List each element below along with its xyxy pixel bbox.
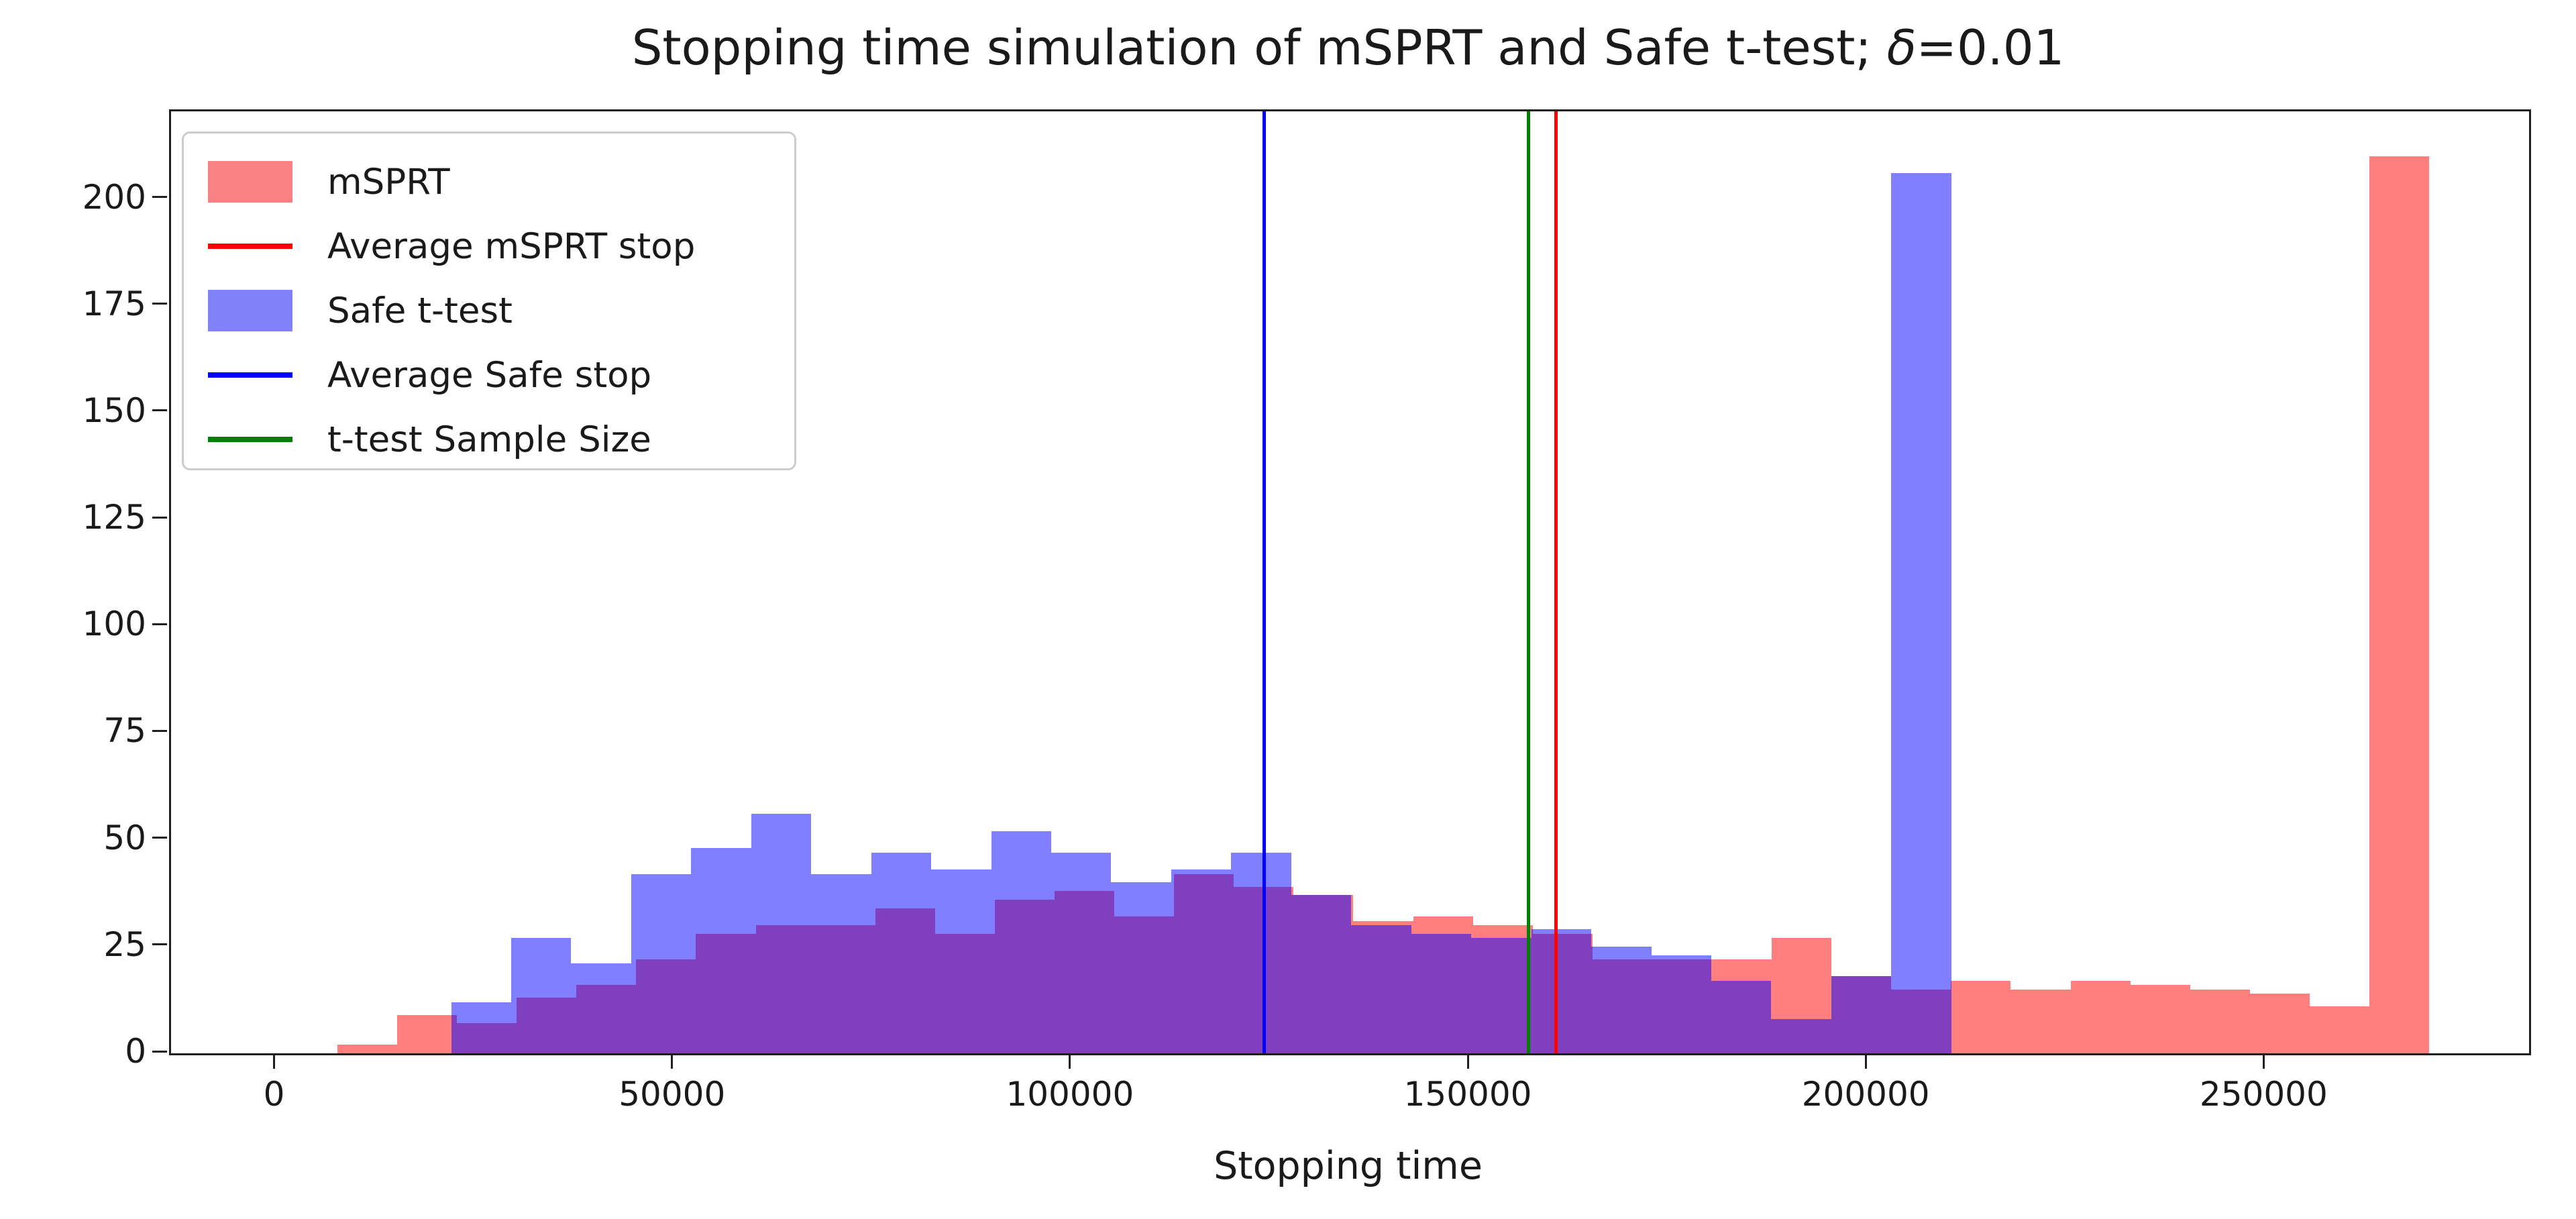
histogram-bars-layer — [171, 111, 2529, 1053]
vline-t-test-sample-size — [1527, 111, 1531, 1053]
legend-swatch-safe-patch — [208, 278, 292, 343]
y-tick-mark — [152, 516, 167, 519]
histogram-bar-safe-t-test — [811, 873, 871, 1053]
y-tick-label: 150 — [82, 390, 146, 430]
y-tick-mark — [152, 303, 167, 305]
legend-swatch-red-line — [208, 214, 292, 278]
histogram-bar-msprt — [397, 1014, 458, 1053]
histogram-bar-safe-t-test — [1051, 852, 1112, 1053]
y-tick-label: 50 — [103, 818, 146, 857]
vline-average-safe-stop — [1263, 111, 1267, 1053]
chart-title-delta: δ — [1886, 19, 1917, 76]
histogram-bar-safe-t-test — [571, 963, 631, 1053]
legend-item-msprt: mSPRT — [208, 150, 794, 214]
histogram-bar-safe-t-test — [991, 831, 1052, 1053]
histogram-bar-safe-t-test — [1831, 976, 1892, 1053]
y-tick-mark — [152, 837, 167, 839]
y-tick-label: 0 — [125, 1032, 146, 1071]
histogram-bar-safe-t-test — [1651, 955, 1711, 1053]
histogram-bar-msprt — [337, 1045, 397, 1053]
legend-label: Average Safe stop — [327, 354, 652, 396]
histogram-bar-safe-t-test — [631, 873, 692, 1053]
histogram-bar-safe-t-test — [1891, 173, 1951, 1053]
histogram-bar-msprt — [2369, 156, 2430, 1053]
histogram-bar-safe-t-test — [1411, 933, 1472, 1053]
x-tick-label: 0 — [263, 1075, 285, 1114]
x-tick-label: 150000 — [1403, 1075, 1532, 1114]
y-tick-label: 75 — [103, 711, 146, 751]
histogram-bar-safe-t-test — [931, 869, 991, 1053]
y-tick-mark — [152, 943, 167, 946]
histogram-bar-safe-t-test — [1231, 852, 1291, 1053]
plot-area: mSPRT Average mSPRT stop Safe t-test Ave… — [169, 109, 2531, 1055]
vertical-lines-layer — [171, 111, 2529, 1053]
legend-swatch-msprt-patch — [208, 150, 292, 214]
histogram-bar-safe-t-test — [511, 938, 572, 1053]
y-tick-label: 200 — [82, 177, 146, 217]
histogram-bar-safe-t-test — [751, 814, 812, 1053]
y-tick-label: 100 — [82, 604, 146, 644]
histogram-bar-msprt — [2070, 980, 2131, 1053]
histogram-bar-safe-t-test — [691, 848, 751, 1053]
histogram-bar-safe-t-test — [1171, 869, 1232, 1053]
y-tick-label: 125 — [82, 498, 146, 537]
x-tick-label: 200000 — [1801, 1075, 1930, 1114]
x-tick-mark — [273, 1054, 276, 1069]
y-tick-label: 25 — [103, 924, 146, 964]
x-tick-mark — [671, 1054, 674, 1069]
histogram-bar-safe-t-test — [1111, 882, 1171, 1053]
histogram-bar-msprt — [2190, 989, 2250, 1053]
legend: mSPRT Average mSPRT stop Safe t-test Ave… — [182, 131, 796, 470]
legend-label: mSPRT — [327, 161, 450, 203]
y-tick-mark — [152, 729, 167, 732]
histogram-bar-msprt — [2130, 985, 2190, 1053]
legend-item-average-safe-stop: Average Safe stop — [208, 343, 794, 407]
x-tick-mark — [1466, 1054, 1469, 1069]
x-tick-mark — [2262, 1054, 2265, 1069]
y-tick-label: 175 — [82, 284, 146, 323]
histogram-bar-safe-t-test — [451, 1002, 511, 1053]
histogram-bar-safe-t-test — [1711, 980, 1772, 1053]
y-tick-mark — [152, 623, 167, 625]
x-tick-label: 100000 — [1006, 1075, 1134, 1114]
chart-title-value: =0.01 — [1916, 19, 2065, 76]
legend-item-safe-t-test: Safe t-test — [208, 278, 794, 343]
chart-title-main: Stopping time simulation of mSPRT and Sa… — [631, 19, 1887, 76]
y-tick-mark — [152, 1050, 167, 1053]
x-tick-mark — [1069, 1054, 1071, 1069]
histogram-bar-msprt — [1951, 980, 2011, 1053]
legend-label: Safe t-test — [327, 290, 513, 331]
y-tick-mark — [152, 196, 167, 199]
histogram-bar-safe-t-test — [1531, 929, 1592, 1053]
histogram-bar-safe-t-test — [871, 852, 932, 1053]
legend-swatch-blue-line — [208, 343, 292, 407]
histogram-bar-msprt — [2010, 989, 2071, 1053]
histogram-bar-safe-t-test — [1471, 938, 1532, 1053]
legend-item-average-msprt-stop: Average mSPRT stop — [208, 214, 794, 278]
x-tick-label: 250000 — [2199, 1075, 2328, 1114]
histogram-bar-safe-t-test — [1291, 895, 1352, 1053]
histogram-bar-msprt — [2309, 1006, 2370, 1053]
legend-label: t-test Sample Size — [327, 419, 651, 460]
legend-item-t-test-sample-size: t-test Sample Size — [208, 407, 794, 472]
histogram-bar-safe-t-test — [1351, 924, 1411, 1053]
vline-average-msprt-stop — [1554, 111, 1558, 1053]
legend-swatch-green-line — [208, 407, 292, 472]
x-tick-label: 50000 — [619, 1075, 726, 1114]
x-axis-label: Stopping time — [1214, 1144, 1483, 1188]
legend-label: Average mSPRT stop — [327, 225, 696, 267]
histogram-bar-safe-t-test — [1591, 946, 1652, 1053]
histogram-bar-safe-t-test — [1771, 1019, 1831, 1053]
chart-title: Stopping time simulation of mSPRT and Sa… — [169, 11, 2527, 85]
histogram-bar-msprt — [2249, 993, 2310, 1053]
y-tick-mark — [152, 409, 167, 412]
x-tick-mark — [1864, 1054, 1867, 1069]
